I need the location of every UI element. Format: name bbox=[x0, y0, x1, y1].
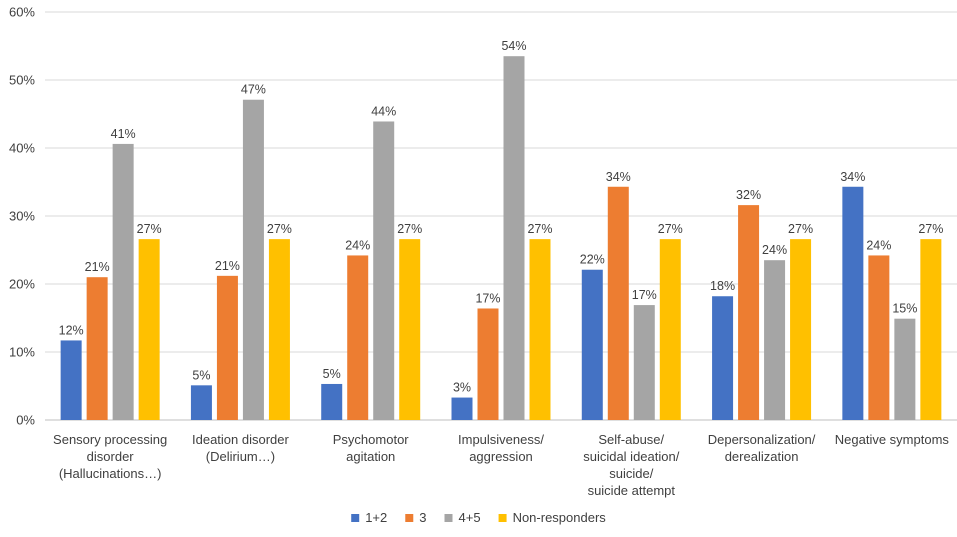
y-tick-label: 0% bbox=[16, 413, 35, 428]
bar-3 bbox=[86, 277, 108, 420]
category-label: Psychomotor agitation bbox=[333, 432, 410, 464]
data-label: 47% bbox=[241, 83, 266, 97]
data-label: 17% bbox=[475, 291, 500, 305]
data-label: 27% bbox=[918, 222, 943, 236]
data-label: 12% bbox=[59, 323, 84, 337]
bar-3 bbox=[347, 255, 369, 420]
category-label-line: suicidal ideation/ bbox=[583, 449, 680, 464]
legend-label: 3 bbox=[419, 510, 426, 525]
category-label-line: Ideation disorder bbox=[192, 432, 290, 447]
bar-1-2 bbox=[190, 385, 212, 420]
bar-4-5 bbox=[503, 56, 525, 420]
data-label: 27% bbox=[658, 222, 683, 236]
data-label: 24% bbox=[345, 238, 370, 252]
category-label-line: suicide/ bbox=[609, 466, 653, 481]
bar-1-2 bbox=[321, 383, 343, 420]
bar-non-responders bbox=[399, 239, 421, 420]
legend: 1+2 3 4+5 Non-responders bbox=[351, 510, 606, 525]
bar-4-5 bbox=[242, 99, 264, 420]
legend-swatch bbox=[351, 514, 360, 522]
data-label: 5% bbox=[192, 368, 210, 382]
legend-label: 4+5 bbox=[459, 510, 481, 525]
bar-4-5 bbox=[894, 318, 916, 420]
bar-non-responders bbox=[529, 239, 551, 420]
bar-1-2 bbox=[581, 269, 603, 420]
data-label: 22% bbox=[580, 253, 605, 267]
bar-non-responders bbox=[920, 239, 942, 420]
data-label: 27% bbox=[267, 222, 292, 236]
category-label-line: (Hallucinations…) bbox=[59, 466, 162, 481]
bar-4-5 bbox=[112, 143, 134, 421]
data-label: 15% bbox=[892, 302, 917, 316]
category-label-line: Depersonalization/ bbox=[708, 432, 816, 447]
bar-non-responders bbox=[659, 239, 681, 420]
bar-4-5 bbox=[373, 121, 395, 420]
category-label-line: Negative symptoms bbox=[835, 432, 950, 447]
data-label: 34% bbox=[840, 170, 865, 184]
y-tick-label: 20% bbox=[9, 277, 35, 292]
data-label: 24% bbox=[762, 243, 787, 257]
data-label: 44% bbox=[371, 104, 396, 118]
data-label: 27% bbox=[788, 222, 813, 236]
category-label: Self-abuse/suicidal ideation/suicide/sui… bbox=[583, 432, 680, 498]
bar-3 bbox=[868, 255, 890, 420]
category-label: Ideation disorder (Delirium…) bbox=[192, 432, 290, 464]
y-tick-label: 60% bbox=[9, 5, 35, 20]
category-label: Negative symptoms bbox=[835, 432, 950, 447]
category-label-line: suicide attempt bbox=[588, 483, 676, 498]
bar-3 bbox=[738, 205, 760, 420]
legend-swatch bbox=[498, 514, 507, 522]
data-label: 41% bbox=[111, 127, 136, 141]
category-label: Impulsiveness/aggression bbox=[458, 432, 544, 464]
bar-non-responders bbox=[268, 239, 290, 420]
bar-1-2 bbox=[451, 397, 473, 420]
bar-non-responders bbox=[138, 239, 160, 420]
bar-3 bbox=[607, 186, 629, 420]
y-tick-label: 40% bbox=[9, 141, 35, 156]
bar-3 bbox=[216, 275, 238, 420]
bar-4-5 bbox=[633, 305, 655, 420]
category-label-line: Impulsiveness/ bbox=[458, 432, 544, 447]
y-tick-label: 10% bbox=[9, 345, 35, 360]
bar-1-2 bbox=[712, 296, 734, 420]
legend-label: Non-responders bbox=[513, 510, 607, 525]
data-label: 54% bbox=[501, 39, 526, 53]
y-tick-label: 30% bbox=[9, 209, 35, 224]
data-label: 24% bbox=[866, 238, 891, 252]
bar-4-5 bbox=[764, 260, 786, 420]
y-tick-label: 50% bbox=[9, 73, 35, 88]
data-label: 27% bbox=[527, 222, 552, 236]
category-label-line: Self-abuse/ bbox=[598, 432, 664, 447]
category-label-line: Sensory processing bbox=[53, 432, 167, 447]
legend-label: 1+2 bbox=[365, 510, 387, 525]
data-label: 3% bbox=[453, 381, 471, 395]
category-label-line: agitation bbox=[346, 449, 395, 464]
data-label: 27% bbox=[397, 222, 422, 236]
data-label: 17% bbox=[632, 288, 657, 302]
category-label-line: aggression bbox=[469, 449, 533, 464]
category-label-line: disorder bbox=[87, 449, 135, 464]
bar-non-responders bbox=[790, 239, 812, 420]
category-label: Depersonalization/derealization bbox=[708, 432, 816, 464]
data-label: 34% bbox=[606, 170, 631, 184]
bar-1-2 bbox=[60, 340, 82, 420]
data-label: 32% bbox=[736, 188, 761, 202]
data-label: 21% bbox=[85, 260, 110, 274]
category-label-line: Psychomotor bbox=[333, 432, 410, 447]
category-label: Sensory processing disorder (Hallucination… bbox=[53, 432, 167, 481]
category-label-line: (Delirium…) bbox=[206, 449, 275, 464]
data-label: 27% bbox=[137, 222, 162, 236]
legend-swatch bbox=[444, 514, 453, 522]
legend-swatch bbox=[405, 514, 414, 522]
data-label: 5% bbox=[323, 367, 341, 381]
data-label: 18% bbox=[710, 279, 735, 293]
category-label-line: derealization bbox=[725, 449, 799, 464]
data-label: 21% bbox=[215, 259, 240, 273]
bar-1-2 bbox=[842, 186, 864, 420]
bar-3 bbox=[477, 308, 499, 420]
